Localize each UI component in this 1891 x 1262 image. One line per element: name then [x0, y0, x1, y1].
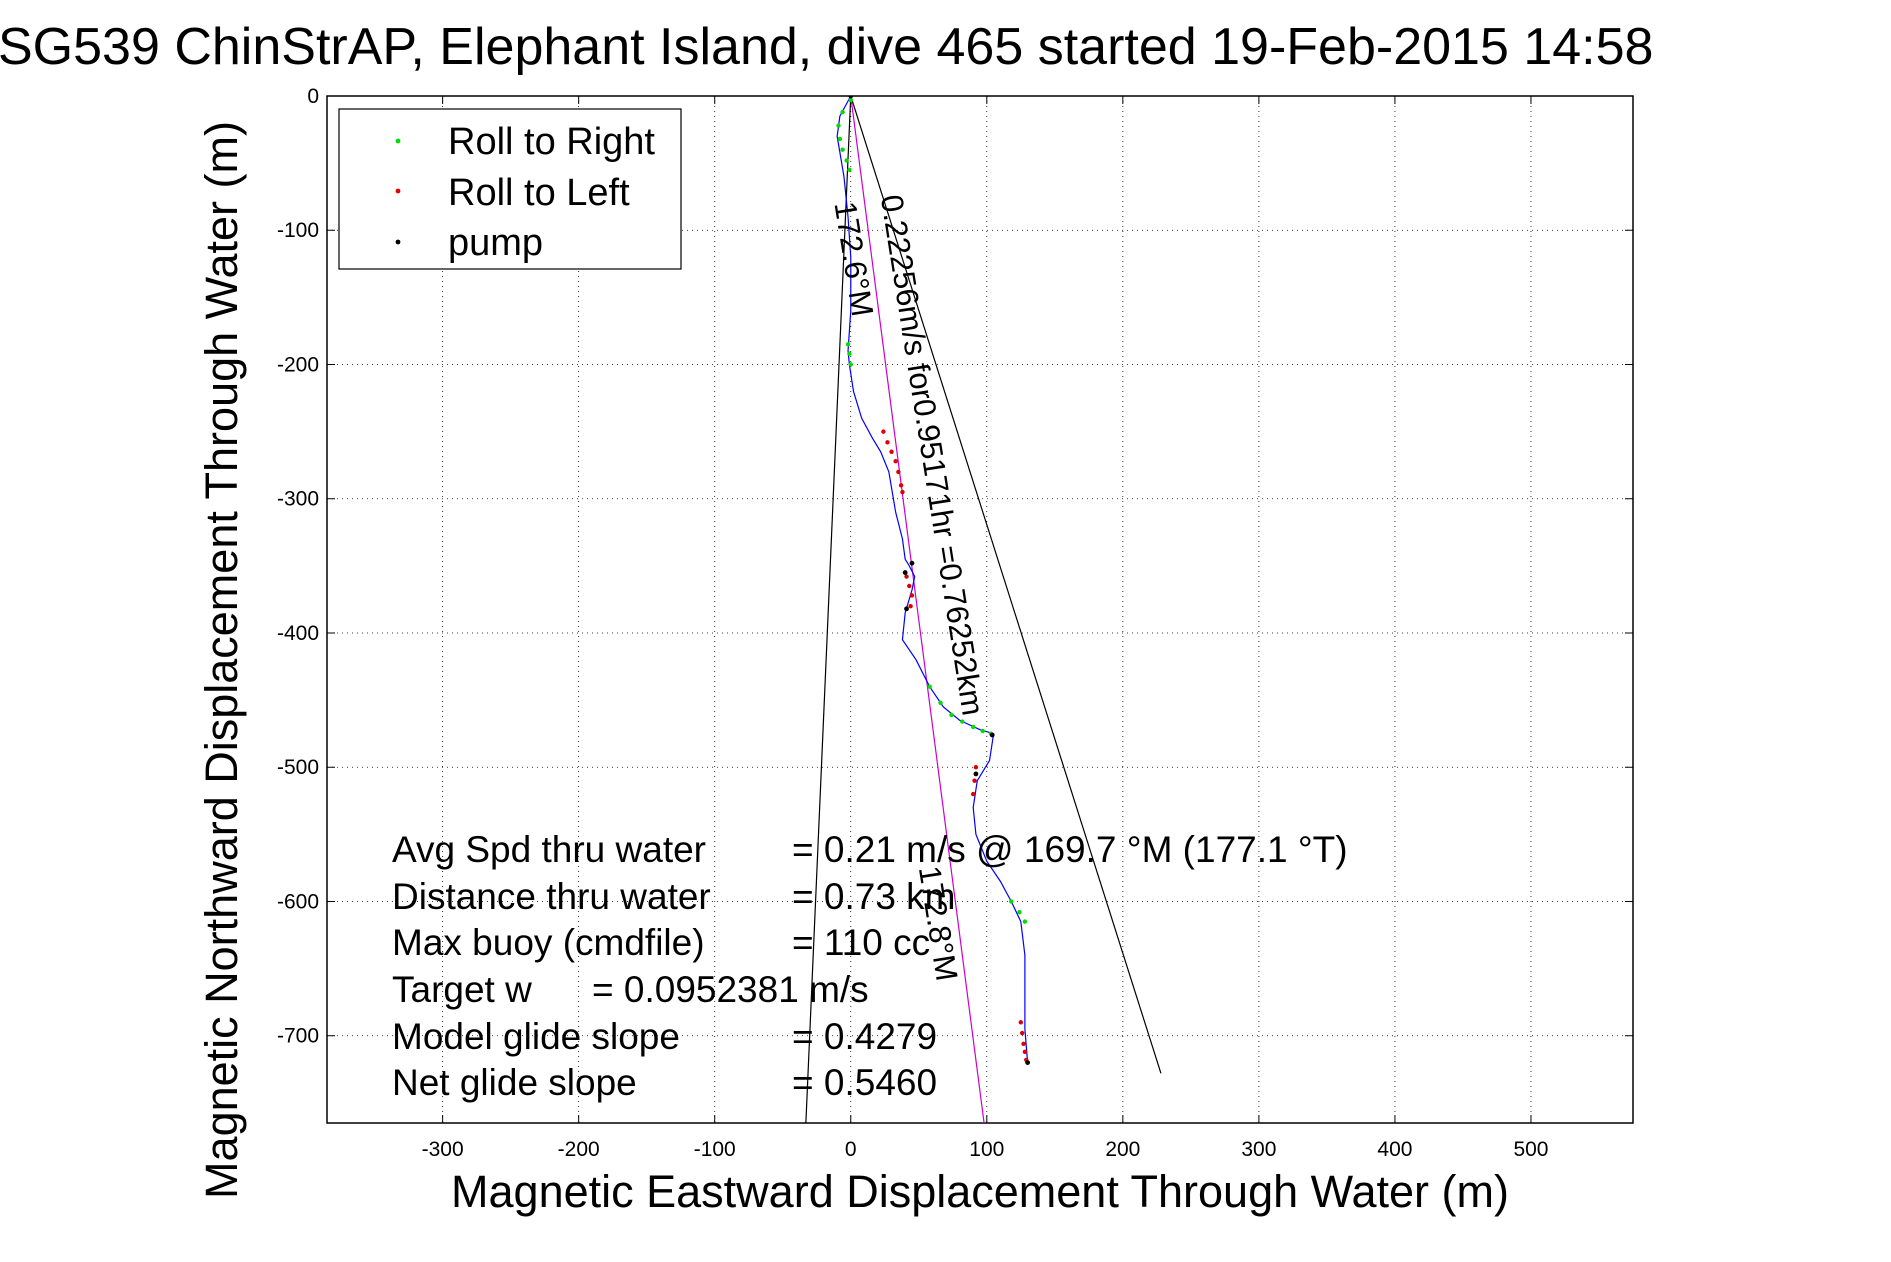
roll-right-point: [970, 724, 976, 730]
legend-marker-roll-left: [395, 188, 401, 194]
stat-label-model-glide: Model glide slope: [392, 1016, 680, 1057]
legend-label-roll-right: Roll to Right: [448, 121, 655, 163]
roll-left-point: [1018, 1020, 1024, 1025]
roll-right-point: [836, 123, 841, 128]
y-axis-label: Magnetic Northward Displacement Through …: [196, 121, 247, 1199]
data-layer: [805, 96, 1162, 1123]
roll-left-point: [896, 469, 901, 475]
x-tick-label: -300: [422, 1138, 464, 1161]
ref-line-cone_left: [805, 96, 852, 1123]
roll-left-point: [909, 593, 915, 598]
roll-left-point: [900, 489, 905, 495]
x-tick-label: -100: [694, 1138, 736, 1161]
roll-left-point: [904, 574, 909, 579]
stat-value-max-buoy: = 110 cc: [792, 922, 930, 963]
roll-right-point: [938, 700, 943, 706]
x-tick-label: 400: [1377, 1138, 1412, 1161]
roll-left-point: [970, 791, 976, 797]
stat-label-net-glide: Net glide slope: [392, 1062, 637, 1103]
roll-left-point: [908, 603, 913, 609]
roll-right-point: [848, 97, 853, 103]
roll-left-point: [889, 449, 894, 454]
stat-label-avg-speed: Avg Spd thru water: [392, 829, 706, 870]
chart-title: SG539 ChinStrAP, Elephant Island, dive 4…: [0, 18, 1653, 76]
x-tick-label: 500: [1513, 1138, 1548, 1161]
x-tick-label: 300: [1241, 1138, 1276, 1161]
roll-left-point: [893, 458, 898, 464]
roll-right-point: [845, 342, 851, 347]
legend-marker-roll-right: [395, 138, 401, 144]
roll-right-point: [844, 158, 849, 163]
axis-ticks: -300 -200 -100 0 100 200 300 400 500 0 -100 -200 -30…: [277, 85, 1633, 1161]
roll-right-point: [848, 362, 853, 367]
pump-point: [989, 732, 995, 738]
pump-point: [1025, 1060, 1031, 1065]
ref-line-heading_line: [850, 96, 985, 1123]
pump-point: [909, 560, 915, 566]
roll-right-point: [847, 351, 852, 356]
legend: Roll to Right Roll to Left pump: [338, 108, 682, 270]
roll-right-point: [927, 684, 932, 689]
roll-right-point: [840, 147, 845, 152]
roll-right-point: [1017, 910, 1022, 915]
roll-left-point: [972, 778, 977, 783]
roll-left-point: [881, 429, 886, 434]
y-tick-label: -700: [277, 1025, 319, 1048]
stat-label-target-w: Target w: [392, 969, 532, 1010]
roll-left-point: [885, 440, 890, 445]
roll-left-point: [1022, 1049, 1028, 1055]
stat-value-model-glide: = 0.4279: [792, 1016, 937, 1057]
stat-value-distance: = 0.73 km: [792, 876, 956, 917]
roll-right-point: [960, 719, 965, 724]
legend-label-roll-left: Roll to Left: [448, 172, 630, 214]
pump-point: [904, 606, 909, 612]
roll-left-point: [907, 583, 912, 589]
x-tick-label: 100: [969, 1138, 1004, 1161]
x-tick-label: 200: [1105, 1138, 1140, 1161]
stat-value-net-glide: = 0.5460: [792, 1062, 937, 1103]
roll-right-point: [980, 728, 985, 734]
x-tick-label: 0: [845, 1138, 857, 1161]
roll-right-point: [840, 109, 845, 115]
roll-right-point: [949, 712, 954, 718]
roll-left-point: [1019, 1030, 1025, 1036]
roll-left-point: [973, 765, 979, 770]
y-tick-label: -300: [277, 488, 319, 511]
x-axis-label: Magnetic Eastward Displacement Through W…: [451, 1166, 1509, 1217]
roll-right-point: [837, 136, 843, 142]
plot-area: [805, 96, 1162, 1123]
pump-point: [902, 570, 908, 575]
y-tick-label: -200: [277, 353, 319, 376]
stat-label-max-buoy: Max buoy (cmdfile): [392, 922, 705, 963]
plot-frame: [326, 95, 1634, 1124]
y-tick-label: -500: [277, 756, 319, 779]
pump-point: [973, 771, 979, 777]
roll-left-point: [898, 483, 904, 488]
y-tick-label: -100: [277, 219, 319, 242]
legend-label-pump: pump: [448, 222, 543, 264]
legend-marker-pump: [395, 239, 401, 245]
y-tick-label: -400: [277, 622, 319, 645]
roll-right-point: [847, 167, 852, 173]
stats-block: Avg Spd thru water = 0.21 m/s @ 169.7 °M…: [392, 829, 1348, 1103]
roll-left-point: [1021, 1041, 1026, 1046]
y-tick-label: -600: [277, 890, 319, 913]
roll-right-point: [1022, 919, 1028, 924]
stat-value-avg-speed: = 0.21 m/s @ 169.7 °M (177.1 °T): [792, 829, 1348, 870]
x-tick-label: -200: [558, 1138, 600, 1161]
pump-point: [848, 96, 854, 99]
stat-label-distance: Distance thru water: [392, 876, 711, 917]
roll-right-point: [1009, 899, 1014, 904]
y-tick-label: 0: [307, 85, 319, 108]
ref-line-cone_right: [850, 96, 1162, 1074]
stat-value-target-w: = 0.0952381 m/s: [592, 969, 869, 1010]
glider-track-line: [836, 96, 1029, 1063]
